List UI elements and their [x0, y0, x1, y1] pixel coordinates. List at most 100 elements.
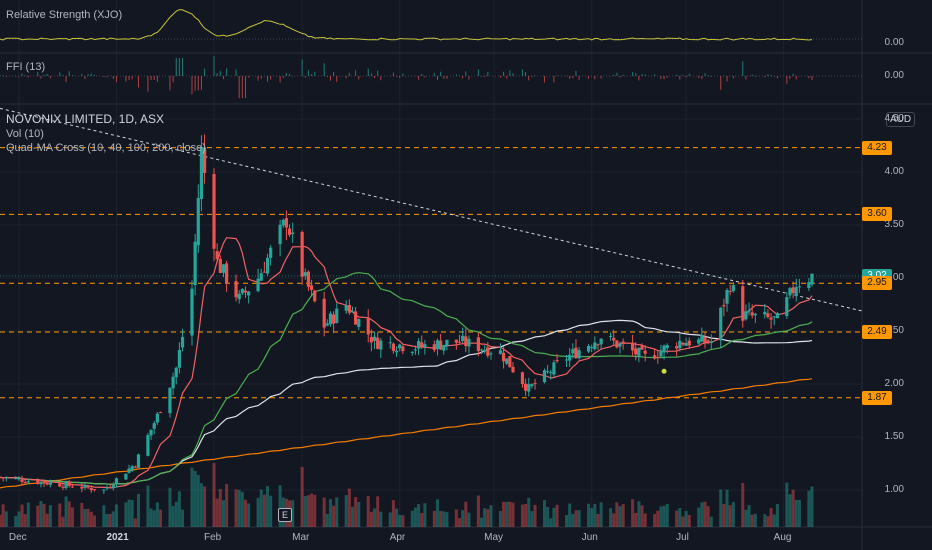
volume-bar: [719, 489, 723, 527]
candle-body: [785, 297, 789, 317]
volume-bar: [640, 505, 644, 527]
price-tag: 2.49: [862, 325, 892, 340]
price-tick: 1.00: [884, 484, 904, 495]
volume-bar: [458, 518, 462, 527]
candle-body: [366, 318, 370, 335]
candle-body: [136, 454, 141, 468]
volume-label[interactable]: Vol (10): [6, 128, 44, 140]
time-tick: Jul: [676, 532, 689, 543]
candle-body: [615, 340, 619, 348]
volume-bar: [413, 507, 417, 527]
candle-body: [45, 482, 49, 485]
volume-bar: [130, 499, 134, 527]
candle-body: [621, 341, 625, 344]
volume-bar: [615, 502, 619, 527]
trendline[interactable]: [0, 107, 863, 312]
candle-body: [306, 271, 311, 287]
volume-bar: [310, 493, 314, 527]
candle-body: [675, 346, 679, 349]
volume-bar: [464, 501, 468, 527]
volume-bar: [366, 495, 370, 527]
volume-bar: [618, 506, 622, 527]
earnings-marker[interactable]: E: [278, 508, 292, 522]
symbol-title[interactable]: NOVONIX LIMITED, 1D, ASX: [6, 112, 165, 126]
volume-bar: [577, 510, 581, 527]
candle-body: [401, 346, 405, 352]
time-tick: Mar: [292, 532, 310, 543]
candle-body: [706, 340, 710, 343]
candle-body: [199, 147, 204, 200]
volume-bar: [395, 508, 399, 527]
volume-bar: [196, 474, 200, 527]
candle-body: [281, 219, 285, 226]
candle-body: [435, 340, 440, 350]
volume-bar: [574, 510, 578, 527]
volume-bar: [373, 508, 377, 527]
volume-bar: [136, 493, 140, 527]
candle-body: [634, 348, 638, 355]
candle-body: [114, 478, 119, 485]
volume-bar: [763, 514, 767, 527]
volume-bar: [335, 497, 339, 527]
candle-body: [445, 339, 449, 346]
candle-body: [215, 251, 219, 260]
volume-bar: [237, 489, 241, 527]
candle-body: [64, 482, 68, 488]
volume-bar: [108, 513, 112, 527]
candle-body: [398, 344, 402, 349]
candle-body: [322, 298, 326, 328]
volume-bar: [530, 511, 534, 527]
volume-bar: [505, 501, 509, 527]
volume-bar: [58, 503, 62, 527]
volume-bar: [379, 511, 383, 527]
price-tag: 2.95: [862, 276, 892, 291]
volume-bar: [634, 512, 638, 527]
currency-badge[interactable]: AUD: [886, 112, 916, 127]
candle-body: [372, 336, 377, 341]
volume-bar: [42, 503, 46, 527]
candle-body: [202, 147, 207, 174]
volume-bar: [794, 499, 798, 527]
candle-body: [498, 350, 503, 354]
volume-bar: [0, 514, 2, 527]
candle-body: [221, 264, 226, 273]
candles[interactable]: [0, 134, 814, 494]
volume-bar: [155, 502, 159, 527]
volume-bar: [662, 505, 666, 527]
volume-bar: [599, 502, 603, 527]
ma-40-line: [0, 272, 813, 485]
volume-bar: [678, 507, 682, 527]
relative-strength-pane: [0, 9, 862, 41]
candle-body: [146, 435, 150, 456]
candle-body: [788, 288, 792, 296]
candle-body: [520, 372, 525, 385]
volume-bar: [502, 501, 506, 527]
volume-bar: [225, 483, 229, 527]
volume-bar: [181, 509, 185, 527]
volume-bar: [810, 486, 814, 527]
volume-bar: [105, 513, 109, 527]
volume-bar: [508, 501, 512, 527]
candle-body: [476, 337, 480, 352]
volume-bar: [322, 497, 326, 527]
candle-body: [593, 342, 597, 350]
volume-bar: [45, 513, 49, 527]
candle-body: [354, 311, 358, 325]
volume-bar: [199, 483, 203, 527]
ma-200-line: [0, 378, 813, 489]
volume-bar: [520, 504, 524, 527]
volume-bar: [533, 504, 537, 527]
volume-bar: [722, 503, 726, 527]
candle-body: [574, 347, 578, 358]
volume-bar: [190, 467, 194, 527]
volume-bar: [388, 512, 392, 527]
volume-bar: [788, 494, 792, 527]
volume-bar: [89, 511, 93, 527]
volume-bar: [26, 502, 30, 527]
candle-body: [190, 288, 194, 336]
volume-bar: [750, 514, 754, 527]
ma-cross-label[interactable]: Quad-MA Cross (10, 40, 100, 200, close): [6, 142, 206, 154]
signal-marks: [661, 368, 667, 374]
volume-bar: [511, 502, 515, 527]
